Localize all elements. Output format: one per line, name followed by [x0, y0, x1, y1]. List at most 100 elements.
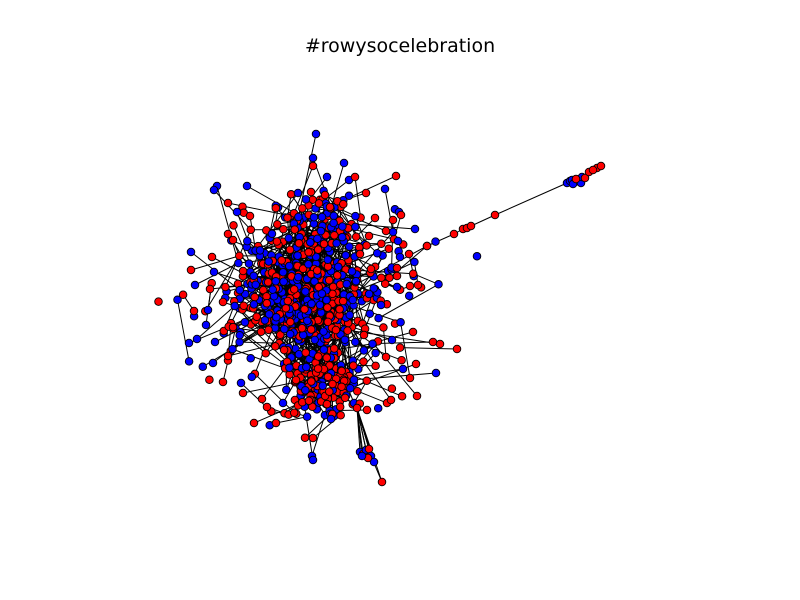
graph-node	[294, 272, 303, 282]
graph-node	[230, 301, 239, 311]
graph-node	[306, 325, 316, 334]
graph-node	[278, 268, 288, 277]
graph-edge	[238, 307, 278, 346]
graph-edge	[373, 341, 434, 345]
graph-node	[388, 227, 398, 237]
graph-node	[353, 386, 362, 396]
graph-node	[340, 335, 350, 345]
graph-edge	[254, 373, 295, 414]
graph-node	[223, 229, 233, 239]
graph-title: #rowysocelebration	[304, 35, 496, 57]
graph-node	[218, 297, 228, 307]
graph-node	[249, 271, 258, 281]
graph-node	[301, 287, 310, 296]
graph-node	[252, 312, 261, 321]
graph-node	[343, 326, 352, 335]
graph-node	[317, 212, 327, 222]
graph-node	[294, 212, 303, 222]
graph-node	[312, 266, 322, 275]
graph-node	[291, 375, 301, 385]
graph-node	[322, 399, 332, 409]
graph-node	[264, 310, 274, 319]
graph-node	[329, 218, 338, 228]
graph-node	[369, 284, 378, 293]
graph-edge	[242, 381, 296, 394]
graph-edge	[257, 192, 299, 247]
graph-node	[262, 402, 272, 412]
graph-node	[309, 213, 319, 222]
graph-edge	[378, 283, 439, 319]
graph-node	[306, 187, 316, 197]
graph-node	[366, 264, 376, 274]
graph-node	[235, 331, 244, 340]
graph-node	[380, 184, 390, 194]
graph-node	[285, 363, 294, 373]
graph-edge	[213, 189, 252, 231]
graph-edge	[227, 202, 291, 217]
graph-node	[283, 296, 293, 306]
graph-edge	[287, 217, 291, 250]
graph-node	[304, 248, 313, 257]
graph-node	[336, 411, 345, 420]
graph-node	[357, 451, 367, 461]
graph-node	[410, 257, 419, 267]
graph-node	[317, 289, 327, 298]
graph-node	[428, 337, 438, 347]
graph-node	[319, 345, 329, 354]
graph-node	[298, 330, 308, 340]
graph-node	[249, 418, 259, 428]
graph-node	[335, 305, 344, 314]
graph-node	[238, 388, 248, 398]
graph-node	[362, 241, 371, 250]
graph-node	[323, 372, 333, 382]
graph-node	[267, 229, 277, 239]
graph-node	[404, 291, 414, 301]
graph-node	[301, 195, 311, 204]
graph-edge	[244, 321, 288, 363]
graph-node	[260, 316, 270, 325]
graph-node	[338, 296, 348, 306]
graph-node	[228, 344, 237, 354]
graph-node	[313, 245, 323, 254]
graph-node	[186, 247, 196, 257]
graph-node	[311, 129, 321, 139]
graph-edge	[351, 223, 416, 230]
graph-edge	[400, 347, 458, 350]
graph-node	[351, 232, 361, 241]
graph-node	[337, 366, 346, 376]
graph-node	[310, 335, 319, 345]
graph-node	[571, 174, 581, 184]
graph-node	[271, 277, 280, 286]
graph-node	[201, 320, 211, 330]
graph-node	[349, 361, 358, 370]
graph-node	[271, 418, 281, 428]
graph-edge	[275, 416, 308, 424]
graph-node	[218, 377, 228, 387]
graph-node	[359, 330, 369, 340]
graph-node	[235, 285, 245, 295]
graph-node	[277, 256, 286, 265]
graph-node	[334, 262, 343, 272]
graph-node	[359, 357, 368, 366]
graph-node	[371, 348, 380, 358]
graph-node	[452, 344, 462, 354]
graph-node	[410, 224, 420, 234]
graph-node	[298, 264, 308, 273]
graph-node	[395, 343, 405, 352]
graph-node	[273, 220, 282, 229]
graph-edge	[384, 188, 394, 233]
graph-node	[236, 378, 246, 388]
graph-node	[300, 305, 309, 314]
graph-node	[210, 337, 220, 347]
graph-node	[272, 313, 281, 322]
graph-node	[349, 375, 359, 385]
graph-node	[229, 221, 238, 230]
graph-node	[365, 309, 375, 319]
graph-node	[405, 373, 415, 383]
graph-edge	[400, 322, 411, 379]
graph-node	[339, 158, 349, 168]
graph-node	[293, 188, 303, 198]
graph-node	[404, 249, 414, 259]
graph-node	[281, 304, 291, 313]
